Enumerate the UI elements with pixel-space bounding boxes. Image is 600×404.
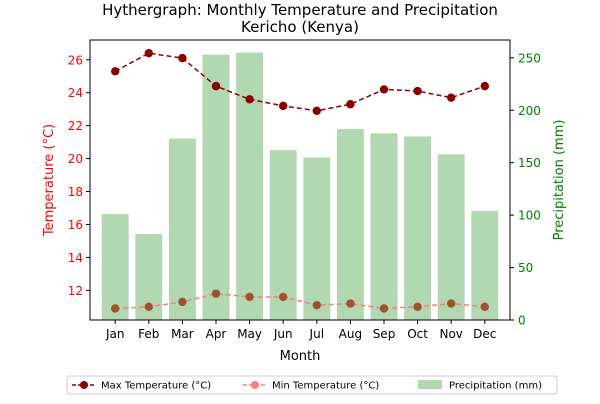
max-temp-point bbox=[111, 67, 120, 76]
bars-group bbox=[101, 52, 499, 321]
x-tick-label: Jan bbox=[105, 327, 125, 341]
lines-group bbox=[111, 48, 489, 313]
min-temp-point bbox=[111, 304, 120, 313]
chart-title-line1: Hythergraph: Monthly Temperature and Pre… bbox=[102, 1, 498, 19]
y-right-tick-label: 50 bbox=[518, 261, 533, 275]
max-temp-point bbox=[346, 100, 355, 109]
x-tick-label: May bbox=[237, 327, 262, 341]
y-left-tick-label: 22 bbox=[68, 119, 83, 133]
y-right-tick-label: 150 bbox=[518, 156, 541, 170]
max-temp-point bbox=[413, 86, 422, 96]
precip-bar bbox=[236, 52, 264, 321]
y-left-tick-label: 20 bbox=[68, 152, 83, 166]
min-temp-point bbox=[413, 302, 422, 312]
max-temp-point bbox=[279, 101, 288, 111]
min-temp-point bbox=[279, 292, 288, 302]
min-temp-point bbox=[346, 299, 355, 308]
x-axis-label: Month bbox=[280, 349, 321, 364]
x-tick-label: Mar bbox=[171, 327, 194, 341]
max-temp-point bbox=[447, 93, 456, 102]
x-tick-label: Jul bbox=[309, 327, 324, 341]
min-temp-point bbox=[312, 300, 321, 310]
y-right-tick-label: 0 bbox=[518, 314, 526, 328]
min-temp-point bbox=[379, 304, 389, 313]
y-left-tick-label: 14 bbox=[68, 251, 83, 265]
precip-bar bbox=[336, 129, 364, 320]
y-left-tick-label: 24 bbox=[68, 86, 83, 100]
plot-frame bbox=[89, 39, 511, 321]
min-temp-point bbox=[245, 292, 254, 302]
x-tick-label: Feb bbox=[138, 327, 159, 341]
legend-precip-swatch bbox=[418, 380, 442, 389]
max-temp-point bbox=[379, 85, 389, 94]
y-left-tick-label: 26 bbox=[68, 53, 83, 67]
min-temp-point bbox=[178, 297, 187, 307]
y-axis-right-label: Precipitation (mm) bbox=[552, 120, 567, 241]
precip-bar bbox=[471, 210, 499, 320]
y-left-tick-label: 18 bbox=[68, 185, 83, 199]
min-temp-point bbox=[480, 302, 489, 312]
x-tick-label: Sep bbox=[373, 327, 396, 341]
x-tick-label: Nov bbox=[439, 327, 462, 341]
precip-bar bbox=[437, 154, 465, 320]
precip-bar bbox=[101, 214, 129, 320]
min-temp-point bbox=[447, 299, 456, 308]
legend: Max Temperature (°C) Min Temperature (°C… bbox=[66, 375, 558, 395]
legend-max-marker bbox=[80, 381, 88, 389]
precip-bar bbox=[303, 157, 331, 320]
legend-min-marker bbox=[251, 381, 259, 389]
x-tick-label: Jun bbox=[273, 327, 293, 341]
y-left-tick-label: 12 bbox=[68, 284, 83, 298]
max-temp-point bbox=[312, 106, 321, 116]
x-axis: Jan Feb Mar Apr May Jun Jul Aug Sep Oct Nov Dec bbox=[105, 320, 496, 341]
max-temp-line bbox=[114, 52, 486, 112]
precip-bar bbox=[168, 138, 196, 320]
x-tick-label: Aug bbox=[339, 327, 362, 341]
precip-bar bbox=[202, 54, 230, 321]
precip-bar bbox=[370, 133, 398, 320]
y-right-tick-label: 100 bbox=[518, 209, 541, 223]
max-temp-point bbox=[480, 81, 489, 91]
legend-min-label: Min Temperature (°C) bbox=[272, 381, 379, 392]
min-temp-point bbox=[211, 289, 221, 298]
min-temp-line bbox=[115, 292, 485, 310]
x-tick-label: Dec bbox=[473, 327, 496, 341]
max-temp-point bbox=[211, 81, 221, 91]
max-temp-point bbox=[178, 53, 187, 63]
y-axis-right: 0 50 100 150 200 250 bbox=[510, 51, 541, 328]
y-axis-left: 12 14 16 18 20 22 24 26 bbox=[68, 53, 90, 298]
precip-bar bbox=[404, 136, 432, 320]
y-axis-left-label: Temperature (°C) bbox=[42, 124, 57, 237]
min-temp-point bbox=[144, 302, 153, 312]
max-temp-point bbox=[245, 95, 254, 104]
legend-precip-label: Precipitation (mm) bbox=[449, 381, 542, 392]
legend-max-label: Max Temperature (°C) bbox=[101, 381, 211, 392]
y-right-tick-label: 200 bbox=[518, 104, 541, 118]
y-right-tick-label: 250 bbox=[518, 51, 541, 65]
x-tick-label: Apr bbox=[206, 327, 227, 341]
chart-title-line2: Kericho (Kenya) bbox=[241, 18, 359, 36]
x-tick-label: Oct bbox=[407, 327, 428, 341]
max-temp-point bbox=[144, 48, 153, 58]
y-left-tick-label: 16 bbox=[68, 218, 83, 232]
precip-bar bbox=[269, 150, 297, 320]
